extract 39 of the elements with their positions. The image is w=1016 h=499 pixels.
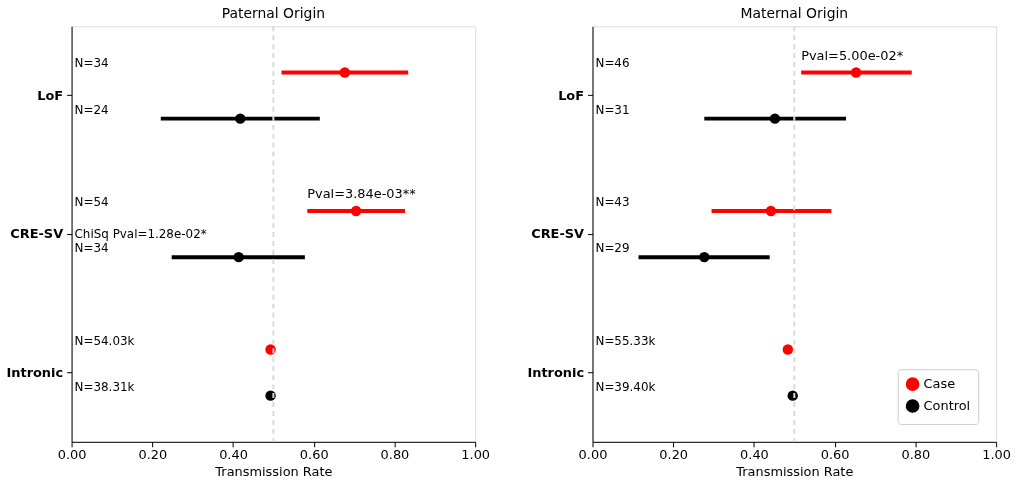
legend-label: Control xyxy=(923,398,971,414)
y-tick-label: CRE-SV xyxy=(531,226,585,242)
x-tick-label: 0.40 xyxy=(219,447,248,463)
annotation: N=55.33k xyxy=(595,333,656,348)
y-tick-label: LoF xyxy=(37,87,64,103)
y-tick-label: Intronic xyxy=(6,364,64,380)
annotation: N=38.31k xyxy=(74,379,135,394)
x-axis-title: Transmission Rate xyxy=(735,464,854,480)
x-tick-label: 0.40 xyxy=(740,447,769,463)
annotation: N=54.03k xyxy=(74,333,135,348)
annotation: N=29 xyxy=(595,241,630,256)
x-tick-label: 0.80 xyxy=(380,447,410,463)
x-tick-label: 0.80 xyxy=(901,447,931,463)
chart-title: Paternal Origin xyxy=(221,5,326,22)
annotation: N=34 xyxy=(74,241,109,256)
x-tick-label: 0.60 xyxy=(820,447,850,463)
annotation: Pval=5.00e-02* xyxy=(801,47,904,63)
annotation: N=24 xyxy=(74,102,109,117)
x-tick-label: 0.00 xyxy=(578,447,608,463)
annotation: N=39.40k xyxy=(595,379,656,394)
legend-label: Case xyxy=(923,376,956,392)
x-axis-title: Transmission Rate xyxy=(214,464,333,480)
annotation: N=34 xyxy=(74,56,109,71)
x-tick-label: 1.00 xyxy=(982,447,1011,463)
annotation: Pval=3.84e-03** xyxy=(307,186,417,202)
annotation: N=31 xyxy=(595,102,630,117)
y-tick-label: Intronic xyxy=(527,364,585,380)
annotation: N=43 xyxy=(595,195,630,209)
y-tick-label: CRE-SV xyxy=(10,226,64,242)
chart-title: Maternal Origin xyxy=(740,5,849,22)
annotation: N=54 xyxy=(74,195,109,209)
x-tick-label: 0.20 xyxy=(138,447,168,463)
x-tick-label: 0.00 xyxy=(57,447,87,463)
x-tick-label: 0.60 xyxy=(299,447,329,463)
y-tick-label: LoF xyxy=(558,87,585,103)
annotation: ChiSq Pval=1.28e-02* xyxy=(74,227,207,242)
x-tick-label: 1.00 xyxy=(461,447,491,463)
x-tick-label: 0.20 xyxy=(659,447,689,463)
annotation: N=46 xyxy=(595,56,630,71)
